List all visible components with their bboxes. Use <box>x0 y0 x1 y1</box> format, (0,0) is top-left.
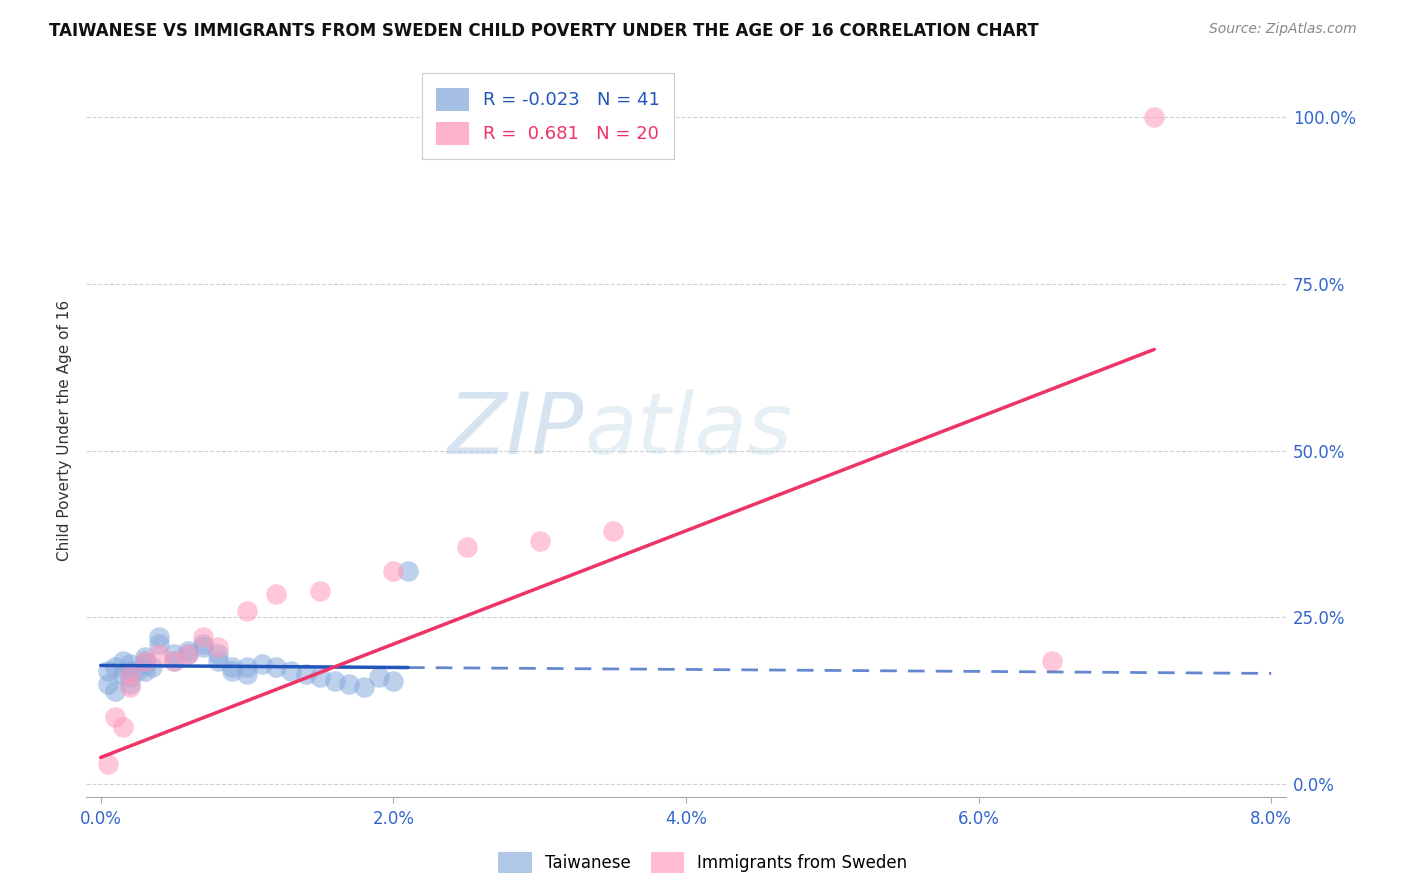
Point <box>236 667 259 681</box>
Point <box>97 664 120 678</box>
Point <box>163 647 186 661</box>
Point <box>134 657 156 672</box>
Legend: R = -0.023   N = 41, R =  0.681   N = 20: R = -0.023 N = 41, R = 0.681 N = 20 <box>422 73 675 159</box>
Point <box>382 564 405 578</box>
Point <box>134 654 156 668</box>
Point <box>191 640 214 655</box>
Text: Source: ZipAtlas.com: Source: ZipAtlas.com <box>1209 22 1357 37</box>
Point <box>266 660 288 674</box>
Point <box>191 631 214 645</box>
Point <box>207 640 229 655</box>
Point <box>1040 654 1063 668</box>
Point <box>294 667 316 681</box>
Point <box>221 660 243 674</box>
Text: TAIWANESE VS IMMIGRANTS FROM SWEDEN CHILD POVERTY UNDER THE AGE OF 16 CORRELATIO: TAIWANESE VS IMMIGRANTS FROM SWEDEN CHIL… <box>49 22 1039 40</box>
Y-axis label: Child Poverty Under the Age of 16: Child Poverty Under the Age of 16 <box>58 301 72 561</box>
Point <box>163 654 186 668</box>
Point <box>367 670 389 684</box>
Point <box>339 677 361 691</box>
Point <box>207 654 229 668</box>
Point <box>118 670 141 684</box>
Point <box>134 650 156 665</box>
Point <box>236 604 259 618</box>
Point <box>148 637 170 651</box>
Point <box>104 683 127 698</box>
Point <box>134 654 156 668</box>
Point <box>221 664 243 678</box>
Point <box>111 721 134 735</box>
Point <box>207 647 229 661</box>
Point <box>118 657 141 672</box>
Point <box>266 587 288 601</box>
Point <box>250 657 273 672</box>
Text: ZIP: ZIP <box>447 389 583 472</box>
Point <box>353 681 375 695</box>
Point <box>382 673 405 688</box>
Point <box>111 667 134 681</box>
Point <box>118 677 141 691</box>
Point <box>104 660 127 674</box>
Legend: Taiwanese, Immigrants from Sweden: Taiwanese, Immigrants from Sweden <box>492 846 914 880</box>
Point <box>236 660 259 674</box>
Point <box>148 631 170 645</box>
Point <box>118 681 141 695</box>
Point <box>456 541 478 555</box>
Point <box>323 673 346 688</box>
Point <box>141 660 163 674</box>
Point <box>104 710 127 724</box>
Point <box>118 664 141 678</box>
Point <box>177 647 200 661</box>
Point <box>97 757 120 772</box>
Point <box>309 583 332 598</box>
Point <box>134 664 156 678</box>
Point <box>177 644 200 658</box>
Point <box>1143 111 1166 125</box>
Point <box>529 533 551 548</box>
Point <box>111 654 134 668</box>
Point <box>191 637 214 651</box>
Point <box>127 664 149 678</box>
Point <box>280 664 302 678</box>
Point <box>118 667 141 681</box>
Point <box>163 654 186 668</box>
Text: atlas: atlas <box>583 389 792 472</box>
Point <box>602 524 624 538</box>
Point <box>177 647 200 661</box>
Point <box>396 564 419 578</box>
Point <box>309 670 332 684</box>
Point <box>148 647 170 661</box>
Point <box>97 677 120 691</box>
